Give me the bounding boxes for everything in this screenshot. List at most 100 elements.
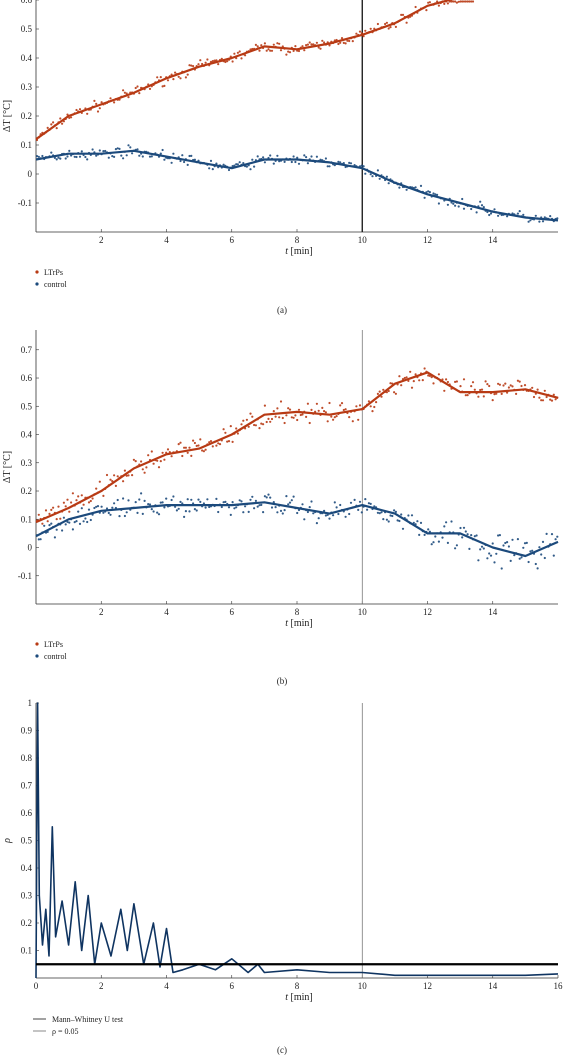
data-point [247,425,250,428]
data-point [324,514,327,517]
data-point [73,155,76,158]
data-point [95,102,98,105]
data-point [222,501,225,504]
data-point [541,220,545,223]
data-point [161,501,164,504]
data-point [445,378,448,381]
data-point [260,503,263,506]
data-point [249,412,252,415]
data-point [376,392,379,395]
data-point [516,538,520,541]
data-point [366,508,369,511]
data-point [120,154,123,157]
data-point [502,384,505,387]
data-point [396,519,399,522]
data-point [324,157,327,160]
data-point [437,373,440,376]
data-point [84,517,87,520]
data-point [236,51,239,54]
data-point [466,533,469,536]
data-point [527,220,530,223]
legend-marker [35,282,39,286]
data-point [71,528,74,531]
data-point [349,501,353,504]
data-point [217,442,220,445]
data-point [231,165,234,168]
data-point [161,148,164,152]
data-point [454,0,457,3]
data-point [385,175,388,178]
data-point [358,30,362,33]
data-point [159,152,162,155]
data-point [516,379,520,382]
data-point [269,49,272,52]
data-point [238,50,241,53]
legend: LTrPs control [35,640,67,661]
data-point [260,44,263,47]
data-point [342,408,345,412]
data-point [450,0,453,3]
data-point [443,525,446,528]
data-point [181,154,184,157]
data-point [333,416,336,419]
data-point [46,126,49,129]
data-point [258,504,261,507]
data-point [281,416,284,420]
y-tick-label: 0.3 [21,458,33,468]
data-point [464,0,467,3]
data-point [61,529,64,532]
data-point [549,215,552,218]
data-point [405,188,408,191]
data-point [201,449,204,452]
data-point [269,420,272,423]
data-point [299,413,302,417]
data-point [400,13,403,16]
data-point [197,498,200,501]
x-axis-label-var: t [285,992,288,1003]
data-point [454,547,457,550]
data-point [263,404,266,407]
data-point [358,500,362,503]
data-point [549,398,552,401]
data-point [326,165,329,168]
data-point [531,386,534,389]
data-point [364,498,367,501]
data-point [231,60,234,63]
data-point [434,535,437,538]
data-point [181,454,184,458]
data-point [292,495,295,498]
data-point [337,512,340,516]
data-point [136,511,139,514]
data-point [464,394,467,397]
data-point [233,52,236,55]
data-point [113,101,116,104]
data-point [175,509,178,512]
data-point [193,441,196,445]
data-point [192,65,195,68]
data-point [256,505,259,508]
series-ltrps [35,0,475,142]
data-point [292,49,295,53]
data-point [209,159,213,162]
data-point [263,161,266,164]
data-point [233,164,236,167]
data-point [328,401,331,405]
data-point [77,510,80,513]
data-point [235,163,238,166]
data-point [538,396,541,399]
data-point [107,156,110,159]
data-point [305,44,308,47]
data-point [100,101,103,104]
data-point [231,440,234,443]
data-point [335,415,338,418]
data-point [118,147,121,150]
data-point [66,155,69,158]
data-point [400,513,403,516]
data-point [315,522,318,525]
x-tick-label: 0 [34,981,39,991]
data-point [303,154,306,157]
x-tick-label: 2 [99,607,104,617]
data-point [344,408,347,411]
data-point [184,510,187,513]
data-point [376,22,379,26]
